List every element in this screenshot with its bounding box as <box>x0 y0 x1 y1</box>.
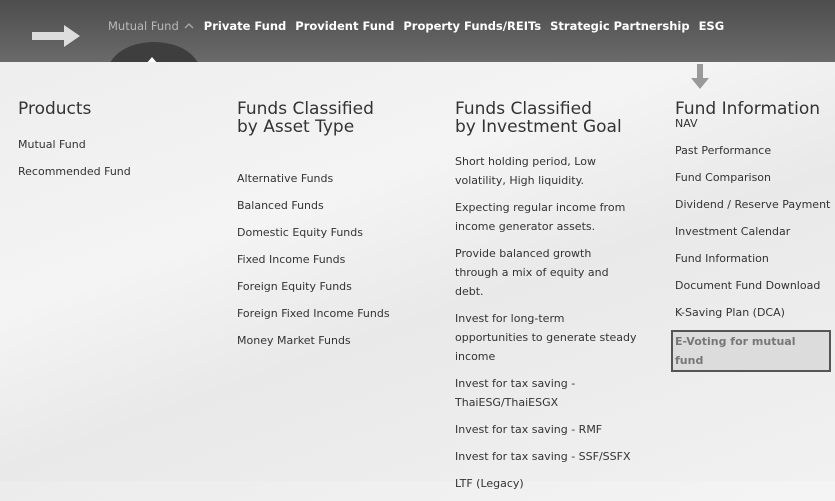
menu-link[interactable]: Invest for long-term opportunities to ge… <box>455 312 637 363</box>
menu-link[interactable]: Provide balanced growth through a mix of… <box>455 247 609 298</box>
menu-link[interactable]: Money Market Funds <box>237 334 351 347</box>
active-indicator <box>108 42 200 62</box>
menu-column: Fund Information NAV Past Performance Fund … <box>671 100 835 380</box>
column-title: Funds Classified by Investment Goal <box>455 100 637 136</box>
column-title: Fund Information <box>675 100 835 118</box>
nav-item[interactable]: Mutual Fund <box>108 19 195 33</box>
menu-column: Funds Classified by Asset Type Alternative… <box>237 100 417 358</box>
menu-link[interactable]: Fund Comparison <box>675 171 772 184</box>
title-line: by Asset Type <box>237 117 355 137</box>
menu-link[interactable]: Invest for tax saving - ThaiESG/ThaiESGX <box>455 377 576 409</box>
nav-item[interactable]: Strategic Partnership <box>550 19 690 33</box>
menu-link[interactable]: K-Saving Plan (DCA) <box>675 306 785 319</box>
column-title: Funds Classified by Asset Type <box>237 100 417 136</box>
link-list: NAV Past Performance Fund Comparison Divide… <box>671 114 835 372</box>
menu-link[interactable]: Domestic Equity Funds <box>237 226 363 239</box>
title-line: Funds Classified <box>455 99 592 119</box>
menu-column: Funds Classified by Investment Goal Short … <box>455 100 637 501</box>
menu-link[interactable]: Invest for tax saving - SSF/SSFX <box>455 450 631 463</box>
menu-link[interactable]: E-Voting for mutual fund <box>671 330 831 372</box>
title-line: Fund Information <box>675 99 820 119</box>
nav-item[interactable]: Private Fund <box>203 19 287 33</box>
menu-link[interactable]: Expecting regular income from income gen… <box>455 201 626 233</box>
nav-item[interactable]: Property Funds/REITs <box>403 19 542 33</box>
link-list: Short holding period, Low volatility, Hi… <box>455 152 637 493</box>
caret <box>184 23 194 29</box>
page: Mutual Fund Private Fund Provident Fund Pro… <box>0 0 835 490</box>
nav-item[interactable]: ESG <box>698 19 725 33</box>
menu-link[interactable]: Balanced Funds <box>237 199 324 212</box>
menu-link[interactable]: Mutual Fund <box>18 138 86 151</box>
title-line: Funds Classified <box>237 99 374 119</box>
title-line: Products <box>18 99 92 119</box>
menu-link[interactable]: Alternative Funds <box>237 172 334 185</box>
menu-column: Products Mutual Fund Recommended Fund <box>18 100 168 189</box>
down-arrow <box>691 64 709 89</box>
nav-bar: Mutual Fund Private Fund Provident Fund Pro… <box>0 0 835 62</box>
menu-link[interactable]: Foreign Fixed Income Funds <box>237 307 390 320</box>
menu-link[interactable]: Invest for tax saving - RMF <box>455 423 603 436</box>
link-list: Alternative Funds Balanced Funds Domestic … <box>237 169 417 350</box>
link-list: Mutual Fund Recommended Fund <box>18 135 168 181</box>
menu-link[interactable]: Dividend / Reserve Payment <box>675 198 831 211</box>
nav-items: Mutual Fund Private Fund Provident Fund Pro… <box>108 19 724 33</box>
title-line: by Investment Goal <box>455 117 622 137</box>
menu-link[interactable]: Investment Calendar <box>675 225 791 238</box>
menu-link[interactable]: Recommended Fund <box>18 165 131 178</box>
menu-link[interactable]: Fixed Income Funds <box>237 253 346 266</box>
menu-link[interactable]: Short holding period, Low volatility, Hi… <box>455 155 596 187</box>
menu-link[interactable]: Fund Information <box>675 252 769 265</box>
menu-link[interactable]: Past Performance <box>675 144 772 157</box>
nav-item[interactable]: Provident Fund <box>295 19 395 33</box>
pointer <box>147 57 157 62</box>
menu-link[interactable]: Document Fund Download <box>675 279 821 292</box>
mega-menu: Products Mutual Fund Recommended Fund Funds… <box>0 62 835 490</box>
arrow-icon <box>32 25 80 47</box>
menu-link[interactable]: LTF (Legacy) <box>455 477 524 490</box>
menu-link[interactable]: Foreign Equity Funds <box>237 280 352 293</box>
menu-link[interactable]: NAV <box>675 117 698 130</box>
column-title: Products <box>18 100 168 118</box>
